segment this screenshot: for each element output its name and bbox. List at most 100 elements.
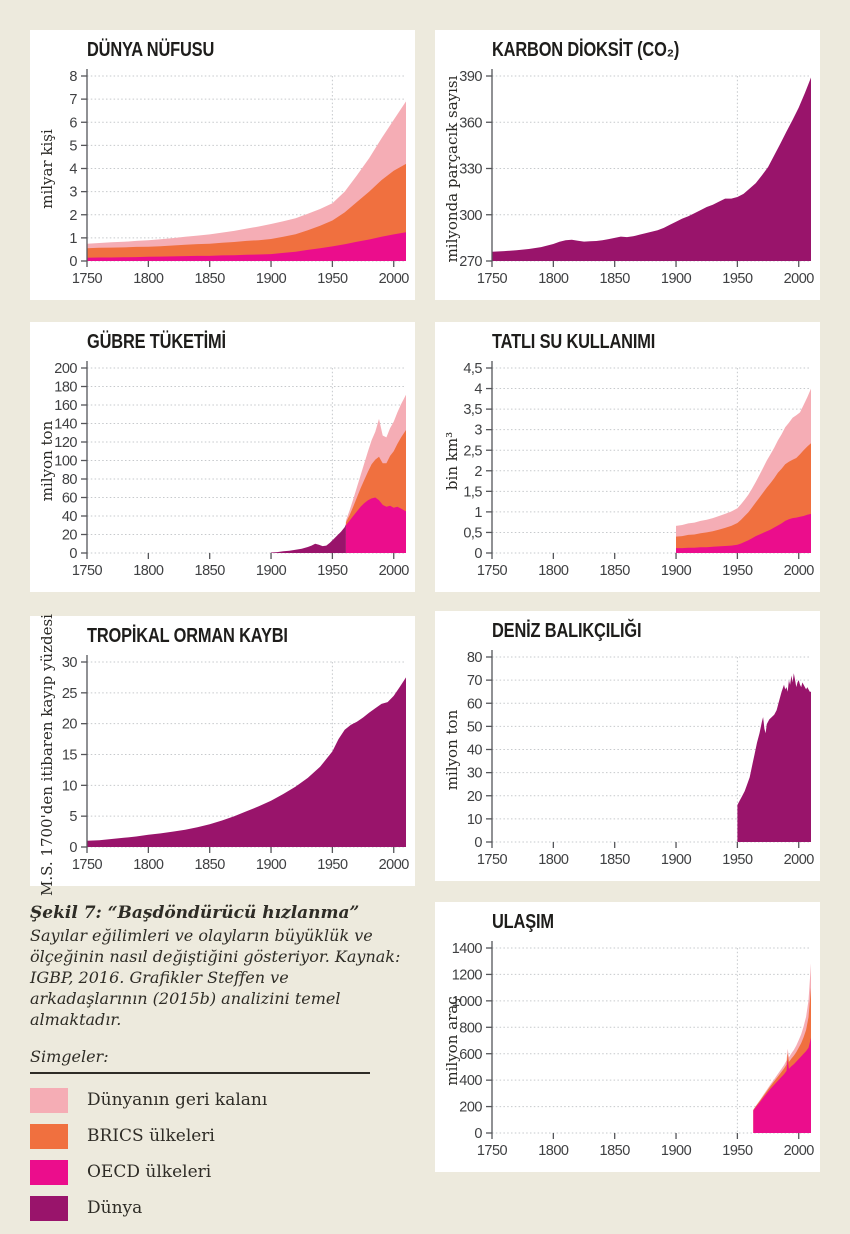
legend-label: Dünya (87, 1198, 143, 1219)
svg-text:1: 1 (69, 231, 77, 247)
svg-text:80: 80 (467, 650, 483, 666)
svg-text:30: 30 (467, 766, 483, 782)
forest-loss-panel: TROPİKAL ORMAN KAYBI M.S. 1700'den itiba… (30, 614, 415, 896)
world-swatch (30, 1195, 68, 1221)
svg-text:60: 60 (62, 491, 78, 507)
svg-text:1900: 1900 (661, 271, 692, 287)
y-axis-label-population: milyar kişi (38, 129, 56, 209)
legend-item-oecd: OECD ülkeleri (30, 1159, 402, 1185)
legend-label: BRICS ülkeleri (87, 1126, 215, 1147)
svg-text:1900: 1900 (661, 1143, 692, 1159)
legend-item-rest-of-world: Dünyanın geri kalanı (30, 1087, 402, 1113)
svg-text:2000: 2000 (784, 271, 815, 287)
svg-text:20: 20 (62, 528, 78, 544)
svg-text:120: 120 (54, 435, 77, 451)
svg-text:40: 40 (467, 743, 483, 759)
svg-text:390: 390 (459, 69, 482, 85)
legend-item-brics: BRICS ülkeleri (30, 1123, 402, 1149)
svg-text:1800: 1800 (133, 271, 164, 287)
svg-text:1750: 1750 (72, 857, 103, 873)
svg-text:3: 3 (69, 185, 77, 201)
y-axis-label-fertilizer: milyon ton (38, 420, 56, 502)
svg-text:2000: 2000 (784, 1143, 815, 1159)
y-axis-label-forest-loss: M.S. 1700'den itibaren kayıp yüzdesi (38, 614, 56, 896)
chart-title-fertilizer: GÜBRE TÜKETİMİ (87, 331, 226, 353)
svg-text:1850: 1850 (195, 563, 226, 579)
svg-text:1900: 1900 (256, 271, 287, 287)
svg-text:1750: 1750 (477, 1143, 508, 1159)
svg-text:60: 60 (467, 696, 483, 712)
svg-text:1,5: 1,5 (463, 484, 482, 500)
svg-text:2000: 2000 (784, 563, 815, 579)
transportation-panel: ULAŞIM milyon araç 0 200 400 600 800 1000 1200… (435, 902, 820, 1172)
chart-title-freshwater: TATLI SU KULLANIMI (492, 331, 656, 353)
fertilizer-panel: GÜBRE TÜKETİMİ milyon ton 0 20 40 60 80 100 12… (30, 322, 415, 592)
world-population-panel: DÜNYA NÜFUSU milyar kişi 0 1 2 3 4 5 6 7 8 1750 18… (30, 30, 415, 300)
svg-text:10: 10 (467, 812, 483, 828)
freshwater-panel: TATLI SU KULLANIMI bin km³ 0 0,5 1 1,5 2 2,5 3… (435, 322, 820, 592)
svg-text:0: 0 (474, 1126, 482, 1142)
svg-text:2000: 2000 (784, 852, 815, 868)
svg-text:400: 400 (459, 1073, 482, 1089)
svg-text:1950: 1950 (317, 857, 348, 873)
freshwater-chart: 0 0,5 1 1,5 2 2,5 3 3,5 4 4,5 1750 1800 1850 1900 1950… (463, 361, 815, 579)
svg-text:2: 2 (69, 208, 77, 224)
svg-text:1750: 1750 (72, 563, 103, 579)
legend-label: OECD ülkeleri (87, 1162, 212, 1183)
marine-fishing-chart: 0 10 20 30 40 50 60 70 80 1750 1800 1850 1900 1950 200… (467, 650, 815, 868)
svg-text:1850: 1850 (600, 271, 631, 287)
svg-text:1900: 1900 (661, 852, 692, 868)
svg-text:1950: 1950 (722, 563, 753, 579)
svg-text:1: 1 (474, 505, 482, 521)
svg-text:20: 20 (62, 717, 78, 733)
chart-title-transportation: ULAŞIM (492, 911, 554, 933)
svg-text:1850: 1850 (195, 857, 226, 873)
svg-text:40: 40 (62, 509, 78, 525)
svg-text:7: 7 (69, 92, 77, 108)
legend-label: Dünyanın geri kalanı (87, 1090, 268, 1111)
chart-title-population: DÜNYA NÜFUSU (87, 39, 215, 61)
svg-text:1950: 1950 (722, 271, 753, 287)
svg-text:1850: 1850 (600, 852, 631, 868)
svg-text:0: 0 (474, 835, 482, 851)
y-axis-label-freshwater: bin km³ (443, 431, 461, 491)
svg-text:1750: 1750 (477, 852, 508, 868)
svg-text:1950: 1950 (317, 271, 348, 287)
svg-text:1850: 1850 (195, 271, 226, 287)
svg-text:1400: 1400 (452, 941, 483, 957)
svg-text:5: 5 (69, 809, 77, 825)
svg-text:2000: 2000 (379, 271, 410, 287)
transportation-chart: 0 200 400 600 800 1000 1200 1400 1750 1800 1850 190… (452, 941, 815, 1159)
figure-caption-body: Sayılar eğilimleri ve olayların büyüklük… (30, 926, 401, 1030)
svg-text:1200: 1200 (452, 968, 483, 984)
svg-text:20: 20 (467, 789, 483, 805)
svg-text:5: 5 (69, 138, 77, 154)
svg-text:1800: 1800 (133, 563, 164, 579)
marine-fishing-panel: DENİZ BALIKÇILIĞI milyon ton 0 10 20 30 40 50… (435, 611, 820, 881)
svg-text:70: 70 (467, 673, 483, 689)
svg-text:10: 10 (62, 778, 78, 794)
svg-text:1850: 1850 (600, 563, 631, 579)
svg-text:1800: 1800 (133, 857, 164, 873)
svg-text:180: 180 (54, 380, 77, 396)
svg-text:1900: 1900 (661, 563, 692, 579)
svg-text:1800: 1800 (538, 1143, 569, 1159)
svg-text:0: 0 (474, 546, 482, 562)
svg-text:0,5: 0,5 (463, 526, 482, 542)
svg-text:330: 330 (459, 162, 482, 178)
chart-title-marine-fishing: DENİZ BALIKÇILIĞI (492, 620, 642, 642)
fertilizer-chart: 0 20 40 60 80 100 120 140 160 180 200 1750 1800 1850 1… (54, 361, 410, 579)
svg-text:1850: 1850 (600, 1143, 631, 1159)
svg-text:360: 360 (459, 115, 482, 131)
svg-text:300: 300 (459, 208, 482, 224)
svg-text:200: 200 (459, 1100, 482, 1116)
svg-text:2: 2 (474, 464, 482, 480)
svg-text:1750: 1750 (477, 563, 508, 579)
svg-text:200: 200 (54, 361, 77, 377)
svg-text:0: 0 (69, 546, 77, 562)
svg-text:25: 25 (62, 686, 78, 702)
chart-title-forest-loss: TROPİKAL ORMAN KAYBI (87, 625, 288, 647)
svg-text:1800: 1800 (538, 563, 569, 579)
legend-title: Simgeler: (30, 1046, 109, 1066)
svg-text:0: 0 (69, 254, 77, 270)
